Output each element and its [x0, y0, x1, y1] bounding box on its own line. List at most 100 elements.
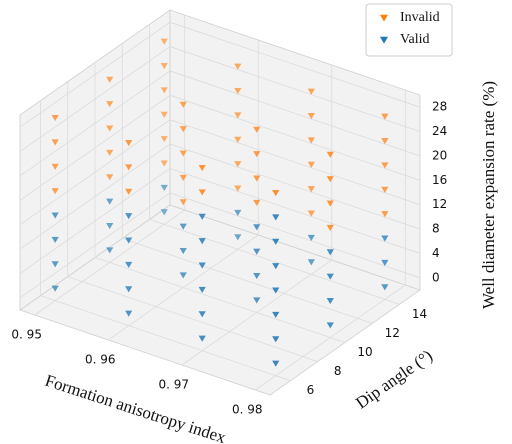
- point: [272, 336, 280, 343]
- point: [234, 63, 242, 70]
- point: [326, 249, 334, 256]
- point: [234, 136, 242, 143]
- legend-label: Valid: [400, 32, 430, 47]
- point: [106, 101, 114, 108]
- point: [326, 176, 334, 183]
- grid-line: [19, 46, 171, 152]
- grid-line: [169, 94, 421, 181]
- point: [160, 38, 168, 45]
- point: [198, 311, 206, 318]
- point: [381, 211, 389, 218]
- point: [234, 185, 242, 192]
- grid: [19, 15, 421, 391]
- point: [179, 272, 187, 279]
- legend: Invalid Valid: [365, 3, 453, 57]
- point: [160, 160, 168, 167]
- y-tick-label: 8: [334, 364, 342, 378]
- point: [51, 163, 59, 170]
- points: [51, 38, 389, 367]
- point: [51, 261, 59, 268]
- back-pane: [169, 9, 421, 291]
- legend-marker: [380, 14, 388, 22]
- point: [307, 88, 315, 95]
- point: [326, 151, 334, 158]
- point: [326, 322, 334, 329]
- grid-line: [19, 143, 171, 250]
- x-axis-title: Formation anisotropy index: [43, 371, 229, 444]
- point: [106, 174, 114, 181]
- point: [51, 285, 59, 292]
- point: [326, 200, 334, 207]
- grid-line: [19, 94, 171, 201]
- grid-line: [19, 168, 171, 274]
- point: [160, 209, 168, 216]
- point: [381, 259, 389, 266]
- point: [253, 175, 261, 182]
- legend-marker: [380, 36, 388, 44]
- point: [253, 248, 261, 255]
- point: [234, 112, 242, 119]
- point: [125, 310, 133, 317]
- x-tick-label: 0. 95: [11, 328, 42, 342]
- z-tick-label: 24: [432, 124, 447, 138]
- point: [125, 164, 133, 171]
- point: [160, 87, 168, 94]
- point: [51, 139, 59, 146]
- point: [125, 188, 133, 195]
- grid-line: [169, 168, 421, 254]
- point: [198, 189, 206, 196]
- point: [106, 247, 114, 254]
- point: [381, 284, 389, 291]
- point: [307, 113, 315, 120]
- grid-line: [122, 238, 373, 324]
- x-tick-label: 0. 98: [232, 403, 263, 417]
- x-tick-label: 0. 96: [85, 353, 116, 367]
- point: [307, 259, 315, 266]
- point: [51, 114, 59, 122]
- grid-line: [67, 276, 318, 362]
- point: [272, 360, 280, 367]
- point: [381, 138, 389, 145]
- grid-line: [169, 46, 421, 132]
- point: [125, 139, 133, 147]
- point: [125, 286, 133, 293]
- point: [307, 234, 315, 241]
- point: [125, 237, 133, 244]
- point: [198, 286, 206, 293]
- point: [307, 161, 315, 168]
- point: [125, 261, 133, 268]
- z-tick-label: 28: [432, 100, 447, 114]
- z-tick-label: 16: [432, 173, 447, 187]
- point: [160, 136, 168, 143]
- point: [272, 238, 280, 245]
- grid-line: [169, 119, 421, 206]
- point: [253, 224, 261, 231]
- z-tick-label: 12: [432, 197, 447, 211]
- point: [106, 198, 114, 205]
- point: [106, 223, 114, 230]
- point: [234, 161, 242, 168]
- point: [253, 151, 261, 158]
- grid-line: [40, 295, 291, 382]
- y-tick-label: 12: [385, 326, 400, 340]
- point: [253, 297, 261, 304]
- point: [51, 212, 59, 219]
- point: [272, 189, 280, 197]
- point: [160, 111, 168, 118]
- grid-line: [19, 119, 171, 226]
- point: [160, 63, 168, 70]
- point: [198, 262, 206, 269]
- legend-box: [365, 3, 453, 57]
- point: [179, 199, 187, 206]
- point: [198, 164, 206, 172]
- y-tick-label: 6: [307, 383, 315, 397]
- y-tick-label: 10: [357, 345, 372, 359]
- point: [272, 214, 280, 221]
- grid-line: [94, 257, 346, 343]
- point: [179, 150, 187, 157]
- z-axis-title: Well diameter expansion rate (%): [479, 81, 498, 309]
- point: [198, 238, 206, 245]
- point: [125, 213, 133, 220]
- grid-line: [169, 21, 421, 108]
